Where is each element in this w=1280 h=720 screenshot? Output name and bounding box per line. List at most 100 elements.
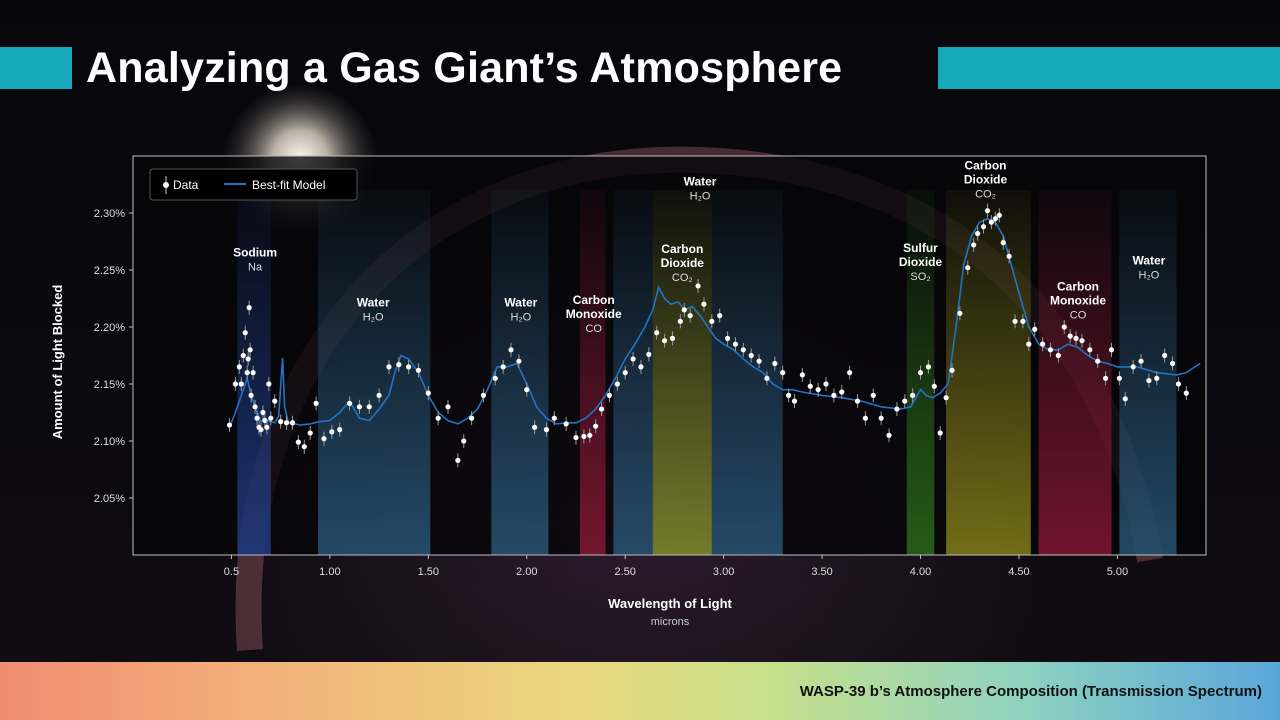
spectrum-chart: 0.5 1.00 1.50 2.00 2.50 3.00 3.50 4.00 4.50 5.00 2…	[50, 88, 1207, 651]
molecule-name: Water	[1132, 253, 1165, 267]
x-tick-label: 4.50	[1008, 566, 1029, 578]
data-point	[1162, 352, 1168, 359]
data-point	[1012, 318, 1018, 324]
data-point	[606, 392, 613, 398]
legend-box	[149, 168, 358, 201]
molecule-bands	[237, 190, 1177, 555]
data-point	[831, 392, 837, 398]
data-point	[455, 457, 461, 463]
data-point	[1000, 240, 1006, 246]
molecule-formula: H₂O	[510, 311, 531, 323]
band-2	[491, 190, 549, 555]
data-point	[386, 364, 392, 370]
data-point	[1122, 396, 1128, 402]
data-point	[724, 335, 731, 341]
data-point	[965, 265, 971, 271]
molecule-name: Sodium	[233, 245, 277, 259]
data-point	[780, 370, 786, 376]
data-point	[807, 383, 813, 389]
data-point	[435, 415, 441, 421]
molecule-formula: SO₂	[910, 271, 930, 283]
data-point	[847, 370, 853, 376]
data-point	[245, 356, 251, 362]
data-point	[543, 427, 550, 433]
data-point	[301, 444, 307, 450]
data-point	[862, 415, 868, 421]
molecule-name: Carbon	[573, 293, 615, 307]
data-point	[1079, 338, 1085, 344]
data-point	[1047, 347, 1054, 353]
data-point	[415, 367, 422, 373]
data-point	[236, 364, 242, 370]
band-10	[1119, 190, 1177, 555]
data-point	[246, 305, 252, 311]
molecule-formula: H₂O	[1139, 269, 1160, 281]
data-point	[1138, 358, 1144, 364]
molecule-name: Carbon	[661, 242, 703, 256]
data-point	[1067, 333, 1073, 339]
x-tick-label: 2.50	[614, 566, 635, 578]
data-point	[669, 335, 676, 341]
data-point	[346, 400, 353, 406]
data-point	[563, 421, 569, 427]
data-point	[313, 400, 319, 406]
data-point	[581, 433, 587, 440]
data-point	[988, 219, 995, 225]
legend-model-label: Best-fit Model	[252, 178, 325, 192]
x-tick-label: 4.00	[910, 566, 931, 578]
data-point	[551, 415, 557, 421]
data-point	[791, 398, 798, 404]
data-point	[329, 429, 335, 435]
title-accent-bar-left	[0, 47, 72, 89]
best-fit-model-line	[228, 217, 1201, 428]
data-point	[937, 430, 943, 436]
band-9	[1038, 190, 1112, 555]
data-point	[1169, 360, 1176, 367]
legend-data-marker	[163, 182, 169, 188]
data-point	[289, 420, 296, 426]
molecule-name: Sulfur	[903, 241, 938, 255]
data-point	[1116, 375, 1122, 381]
molecule-formula: CO	[1070, 310, 1087, 322]
footer-caption: WASP-39 b’s Atmosphere Composition (Tran…	[799, 683, 1262, 700]
data-point	[943, 395, 949, 401]
data-point	[1026, 341, 1032, 347]
data-point	[695, 283, 701, 289]
data-point	[240, 352, 246, 359]
data-point	[902, 398, 908, 404]
data-point	[337, 427, 343, 433]
band-8	[946, 190, 1031, 555]
data-point	[894, 406, 900, 412]
data-point	[764, 375, 770, 381]
molecule-name: Carbon	[1057, 280, 1099, 294]
slide-title: Analyzing a Gas Giant’s Atmosphere	[86, 44, 843, 92]
band-3	[579, 190, 606, 555]
data-point	[232, 381, 238, 387]
data-point	[238, 381, 244, 387]
data-point	[1183, 390, 1189, 396]
data-point	[717, 313, 723, 319]
data-point	[250, 370, 256, 376]
footer-band	[0, 662, 1280, 720]
data-point	[593, 423, 599, 429]
data-point	[396, 362, 402, 368]
data-point	[701, 301, 707, 307]
data-point	[687, 313, 693, 319]
molecule-formula: CO₂	[975, 189, 996, 201]
data-point	[815, 387, 821, 393]
data-point	[925, 364, 931, 370]
data-point	[949, 367, 955, 373]
data-point	[772, 360, 778, 367]
data-point	[500, 364, 506, 370]
data-point	[1032, 326, 1038, 332]
data-point	[480, 392, 487, 398]
data-point	[406, 364, 412, 370]
data-point	[1073, 335, 1079, 341]
data-point	[980, 224, 987, 230]
molecule-name: Dioxide	[964, 173, 1008, 187]
data-point	[1130, 364, 1136, 370]
molecule-name: Water	[504, 295, 537, 309]
data-point	[886, 432, 892, 438]
data-point	[1087, 347, 1093, 353]
data-point	[984, 208, 991, 214]
